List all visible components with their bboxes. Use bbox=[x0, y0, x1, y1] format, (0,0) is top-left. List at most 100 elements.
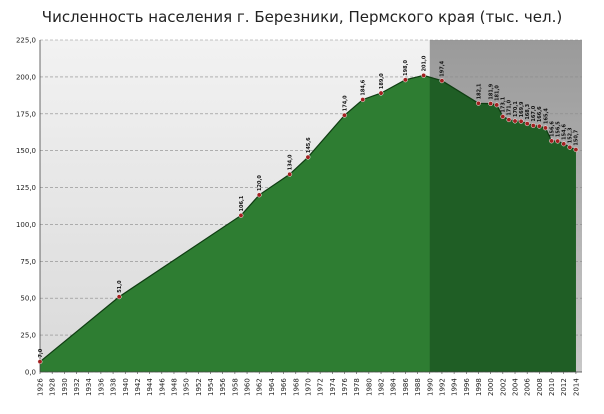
x-tick-label: 1994 bbox=[451, 378, 459, 396]
x-tick-label: 1990 bbox=[426, 378, 434, 396]
data-point bbox=[494, 102, 500, 108]
x-tick-label: 1966 bbox=[280, 378, 288, 396]
x-tick-label: 1934 bbox=[85, 378, 93, 396]
data-label: 106,1 bbox=[239, 195, 245, 211]
x-tick-label: 1948 bbox=[170, 378, 178, 396]
series-line bbox=[39, 74, 577, 363]
data-point bbox=[555, 138, 561, 144]
x-tick-label: 1954 bbox=[207, 378, 215, 396]
x-tick-label: 1928 bbox=[49, 378, 57, 396]
x-tick-label: 1940 bbox=[122, 378, 130, 396]
x-tick-label: 1976 bbox=[341, 378, 349, 396]
data-label: 181,0 bbox=[495, 85, 501, 101]
x-tick-label: 1942 bbox=[134, 378, 142, 396]
data-point bbox=[116, 294, 122, 300]
data-label: 169,9 bbox=[519, 101, 525, 117]
data-point bbox=[543, 125, 548, 131]
x-tick-label: 1950 bbox=[183, 378, 191, 396]
x-tick-label: 1984 bbox=[390, 378, 398, 396]
data-label: 181,9 bbox=[488, 83, 494, 99]
y-tick-label: 225,0 bbox=[16, 37, 36, 45]
y-tick-label: 125,0 bbox=[16, 184, 36, 192]
x-tick-label: 2002 bbox=[499, 378, 507, 396]
data-point bbox=[518, 118, 524, 124]
x-tick-label: 1972 bbox=[317, 378, 325, 396]
data-label: 120,0 bbox=[257, 175, 263, 191]
data-label: 174,0 bbox=[342, 95, 348, 111]
data-label: 171,0 bbox=[507, 99, 513, 115]
x-tick-label: 1974 bbox=[329, 378, 337, 396]
data-point bbox=[530, 123, 536, 129]
data-label: 201,0 bbox=[421, 55, 427, 71]
data-point bbox=[238, 212, 244, 218]
x-tick-label: 1958 bbox=[231, 378, 239, 396]
data-point bbox=[342, 112, 347, 118]
data-label: 156,6 bbox=[549, 121, 555, 137]
x-tick-label: 1992 bbox=[438, 378, 446, 396]
x-tick-label: 1982 bbox=[378, 378, 386, 396]
y-tick-label: 200,0 bbox=[16, 73, 36, 81]
data-label: 168,3 bbox=[525, 103, 531, 119]
data-point bbox=[506, 117, 512, 123]
x-tick-label: 2006 bbox=[524, 378, 532, 396]
data-label: 154,6 bbox=[562, 124, 568, 140]
data-label: 156,5 bbox=[555, 121, 561, 137]
x-tick-label: 1996 bbox=[463, 378, 471, 396]
data-point bbox=[421, 72, 427, 78]
x-tick-label: 1926 bbox=[37, 378, 45, 396]
x-tick-label: 2014 bbox=[572, 378, 580, 396]
data-label: 167,0 bbox=[531, 105, 537, 121]
x-tick-label: 1962 bbox=[256, 378, 264, 396]
data-label: 173,1 bbox=[501, 96, 507, 112]
y-tick-label: 150,0 bbox=[16, 147, 36, 155]
x-tick-label: 1952 bbox=[195, 378, 203, 396]
data-label: 189,0 bbox=[379, 73, 385, 89]
x-tick-label: 1968 bbox=[292, 378, 300, 396]
x-tick-label: 1988 bbox=[414, 378, 422, 396]
data-label: 182,1 bbox=[476, 83, 482, 99]
data-label: 198,0 bbox=[403, 60, 409, 76]
data-point bbox=[360, 97, 366, 103]
y-tick-label: 75,0 bbox=[20, 258, 36, 266]
y-tick-label: 0,0 bbox=[25, 369, 36, 377]
data-point bbox=[439, 78, 445, 84]
data-point bbox=[549, 138, 555, 144]
x-tick-label: 1986 bbox=[402, 378, 410, 396]
y-tick-label: 100,0 bbox=[16, 221, 36, 229]
data-point bbox=[488, 101, 494, 107]
x-tick-label: 1970 bbox=[304, 378, 312, 396]
data-label: 134,0 bbox=[287, 154, 293, 170]
data-point bbox=[476, 100, 481, 106]
x-tick-label: 1946 bbox=[158, 378, 166, 396]
data-label: 7,0 bbox=[38, 348, 44, 357]
x-tick-label: 2000 bbox=[487, 378, 495, 396]
data-label: 166,6 bbox=[537, 106, 543, 122]
x-tick-label: 1936 bbox=[97, 378, 105, 396]
x-tick-label: 2012 bbox=[560, 378, 568, 396]
area-fill-shaded bbox=[429, 77, 576, 372]
data-point bbox=[256, 192, 262, 198]
x-tick-label: 1998 bbox=[475, 378, 483, 396]
x-tick-label: 1964 bbox=[268, 378, 276, 396]
data-point bbox=[561, 141, 567, 147]
x-tick-label: 1944 bbox=[146, 378, 154, 396]
data-point bbox=[500, 114, 506, 120]
y-tick-label: 25,0 bbox=[20, 332, 36, 340]
y-tick-label: 175,0 bbox=[16, 110, 36, 118]
x-tick-label: 2010 bbox=[548, 378, 556, 396]
chart-title: Численность населения г. Березники, Перм… bbox=[41, 8, 563, 26]
data-label: 145,6 bbox=[306, 137, 312, 153]
y-tick-label: 50,0 bbox=[20, 295, 36, 303]
data-label: 51,0 bbox=[117, 280, 123, 293]
data-label: 152,3 bbox=[568, 127, 574, 143]
data-point bbox=[573, 147, 579, 153]
data-label: 197,4 bbox=[440, 60, 446, 76]
data-point bbox=[524, 121, 530, 127]
data-point bbox=[378, 90, 384, 96]
data-point bbox=[512, 118, 518, 124]
data-point bbox=[287, 171, 293, 177]
data-label: 150,7 bbox=[574, 129, 580, 145]
x-tick-label: 1938 bbox=[110, 378, 118, 396]
